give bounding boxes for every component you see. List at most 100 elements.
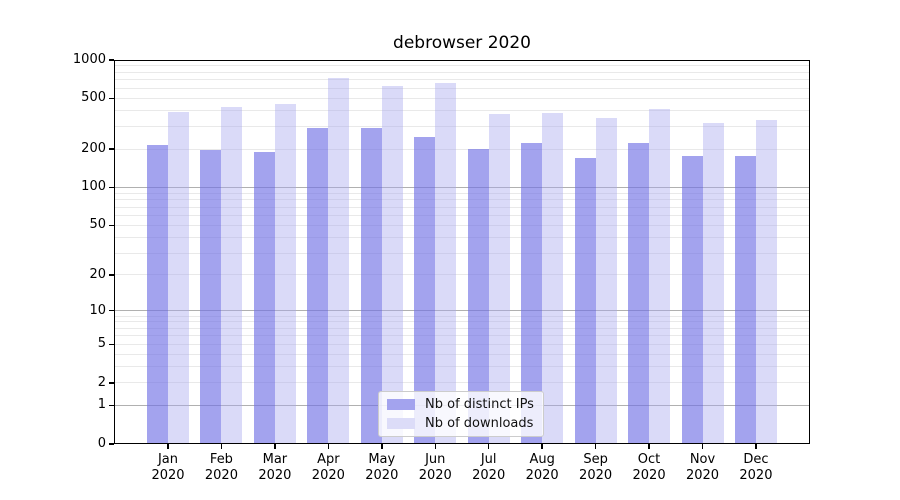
bar-apr-downloads (328, 77, 350, 444)
bar-jul-downloads (488, 114, 510, 444)
x-tick-mark-sep (594, 444, 597, 449)
x-tick-label-month: Dec (743, 452, 769, 467)
x-tick-label-year: 2020 (365, 468, 399, 483)
x-tick-mark-apr (327, 444, 330, 449)
gridline-2 (114, 382, 810, 384)
x-tick-label-month: May (368, 452, 396, 467)
x-tick-label-year: 2020 (739, 468, 773, 483)
gridline-60 (114, 215, 810, 217)
gridline-500 (114, 97, 810, 99)
gridline-3 (114, 366, 810, 368)
y-tick-mark-10 (109, 309, 114, 312)
y-tick-mark-0 (109, 443, 114, 445)
x-tick-label-year: 2020 (579, 468, 613, 483)
x-tick-label-month: Sep (583, 452, 608, 467)
y-tick-label-20: 20 (89, 266, 106, 282)
bar-aug-downloads (542, 112, 564, 444)
legend: Nb of distinct IPs Nb of downloads (378, 391, 544, 437)
y-tick-mark-1 (109, 404, 114, 407)
bar-sep-distinct-ips (574, 158, 596, 444)
x-tick-label-nov: Nov 2020 (668, 452, 738, 484)
y-tick-mark-20 (109, 274, 114, 276)
gridline-200 (114, 148, 810, 150)
legend-swatch-distinct-ips (387, 399, 415, 410)
bar-feb-downloads (221, 107, 243, 444)
y-tick-mark-1000 (109, 59, 114, 61)
y-tick-label-1000: 1000 (72, 52, 106, 67)
x-tick-label-jul: Jul 2020 (454, 452, 524, 484)
bar-nov-downloads (702, 123, 724, 444)
legend-item-distinct-ips: Nb of distinct IPs (387, 397, 543, 412)
y-tick-label-200: 200 (81, 141, 106, 157)
y-tick-label-10: 10 (89, 302, 106, 318)
x-tick-label-apr: Apr 2020 (293, 452, 363, 484)
y-tick-mark-200 (109, 148, 114, 150)
x-tick-mark-jun (434, 444, 436, 449)
x-tick-label-month: Feb (209, 452, 233, 467)
y-tick-label-50: 50 (89, 217, 106, 233)
x-tick-mark-aug (541, 444, 543, 449)
bar-oct-distinct-ips (628, 142, 650, 444)
legend-item-downloads: Nb of downloads (387, 416, 543, 431)
bar-sep-downloads (595, 117, 617, 444)
x-tick-mark-oct (648, 444, 650, 449)
gridline-7 (114, 327, 810, 329)
x-tick-label-jun: Jun 2020 (400, 452, 470, 484)
x-tick-label-jan: Jan 2020 (133, 452, 203, 484)
x-tick-label-sep: Sep 2020 (561, 452, 631, 484)
gridline-9 (114, 315, 810, 317)
bar-jun-distinct-ips (414, 137, 436, 444)
chart-title: debrowser 2020 (393, 33, 531, 53)
gridline-900 (114, 65, 810, 67)
x-tick-mark-jul (487, 444, 490, 449)
bar-nov-distinct-ips (681, 156, 703, 444)
gridline-10 (114, 310, 810, 312)
bar-jan-distinct-ips (147, 144, 168, 444)
gridline-70 (114, 206, 810, 208)
x-tick-mark-feb (220, 444, 223, 449)
x-tick-mark-dec (755, 444, 757, 449)
x-tick-label-year: 2020 (204, 468, 238, 483)
bar-mar-downloads (274, 104, 296, 444)
gridline-600 (114, 87, 810, 89)
gridlines-layer (114, 60, 810, 444)
x-tick-label-month: Jul (480, 452, 497, 467)
bar-jan-downloads (168, 111, 189, 444)
bar-may-downloads (381, 85, 403, 444)
bar-feb-distinct-ips (200, 150, 222, 444)
x-tick-label-dec: Dec 2020 (721, 452, 791, 484)
y-tick-mark-500 (109, 97, 114, 100)
legend-swatch-downloads (387, 418, 415, 429)
bars-layer (114, 60, 810, 444)
x-tick-label-year: 2020 (685, 468, 720, 483)
gridline-40 (114, 237, 810, 239)
bar-aug-distinct-ips (521, 142, 543, 444)
y-tick-label-1: 1 (97, 397, 106, 413)
x-tick-label-aug: Aug 2020 (507, 452, 577, 484)
y-tick-label-0: 0 (97, 436, 106, 451)
gridline-50 (114, 224, 810, 226)
x-tick-label-month: Nov (689, 452, 716, 467)
gridline-6 (114, 335, 810, 337)
gridline-800 (114, 71, 810, 73)
x-tick-label-year: 2020 (311, 468, 345, 483)
x-tick-mark-nov (701, 444, 704, 449)
gridline-30 (114, 252, 810, 254)
y-tick-mark-2 (109, 382, 114, 384)
x-tick-label-may: May 2020 (347, 452, 417, 484)
y-tick-mark-100 (109, 186, 114, 189)
x-tick-mark-jan (167, 444, 169, 449)
y-tick-mark-50 (109, 224, 114, 227)
bar-dec-downloads (755, 119, 777, 444)
bar-may-distinct-ips (360, 128, 382, 444)
gridline-90 (114, 192, 810, 194)
x-tick-label-month: Jan (157, 452, 179, 467)
y-tick-label-500: 500 (81, 90, 106, 106)
x-tick-label-oct: Oct 2020 (614, 452, 684, 484)
x-tick-label-year: 2020 (472, 468, 506, 483)
bar-dec-distinct-ips (734, 156, 756, 444)
bar-jun-downloads (435, 83, 457, 444)
x-tick-label-year: 2020 (151, 468, 185, 483)
x-tick-label-year: 2020 (632, 468, 666, 483)
